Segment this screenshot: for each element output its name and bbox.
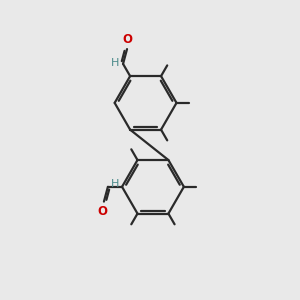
Text: H: H	[111, 179, 119, 190]
Text: O: O	[98, 205, 107, 218]
Text: H: H	[111, 58, 119, 68]
Text: O: O	[123, 33, 133, 46]
